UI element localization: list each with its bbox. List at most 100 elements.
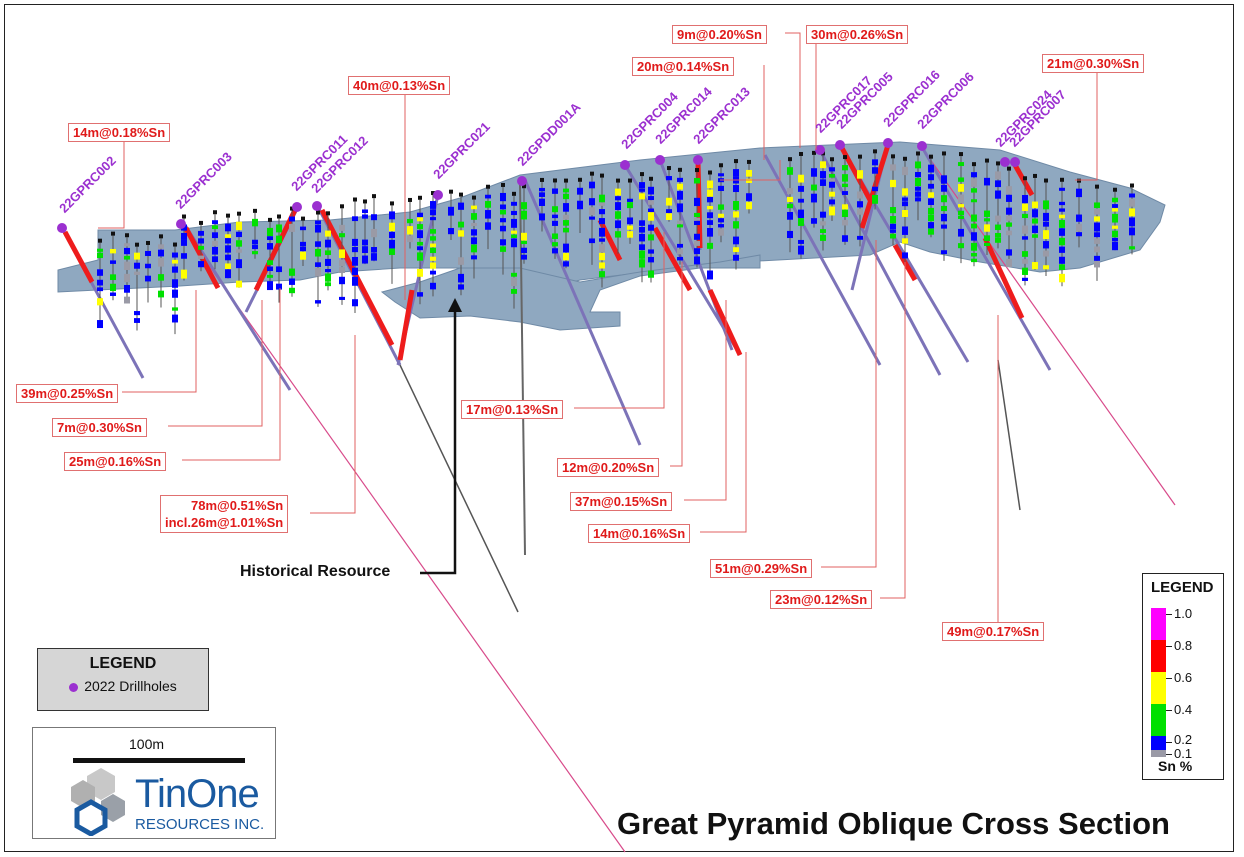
assay-interval xyxy=(902,166,908,176)
intercept-segment xyxy=(62,230,95,284)
assay-interval xyxy=(787,196,793,203)
leader-line xyxy=(785,32,801,148)
assay-interval xyxy=(902,210,908,217)
assay-interval xyxy=(315,300,321,304)
assay-interval xyxy=(1032,218,1038,224)
assay-interval xyxy=(289,287,295,294)
assay-interval xyxy=(458,257,464,265)
assay-interval xyxy=(639,250,645,259)
collar-marker xyxy=(1095,184,1099,189)
leader-line xyxy=(574,232,665,409)
assay-interval xyxy=(1112,230,1118,238)
assay-interval xyxy=(694,248,700,255)
assay-interval xyxy=(417,217,423,222)
assay-interval xyxy=(1059,208,1065,212)
assay-interval xyxy=(458,273,464,283)
assay-interval xyxy=(430,209,436,216)
assay-interval xyxy=(471,222,477,227)
assay-interval xyxy=(134,318,140,323)
drillhole-collar xyxy=(176,219,186,229)
assay-interval xyxy=(857,170,863,179)
intercept-segment xyxy=(597,218,623,262)
assay-interval xyxy=(158,249,164,257)
assay-interval xyxy=(1129,193,1135,198)
assay-interval xyxy=(1094,216,1100,222)
drillhole-collar xyxy=(517,176,527,186)
assay-interval xyxy=(733,185,739,193)
collar-marker xyxy=(390,201,394,206)
assay-interval xyxy=(1094,222,1100,232)
assay-interval xyxy=(267,274,273,278)
assay-interval xyxy=(563,227,569,233)
leader-line xyxy=(168,300,263,427)
assay-interval xyxy=(1129,198,1135,207)
assay-interval xyxy=(563,243,569,253)
collar-marker xyxy=(159,234,163,239)
assay-interval xyxy=(798,218,804,226)
assay-interval xyxy=(563,214,569,220)
collar-marker xyxy=(326,211,330,216)
drillhole-collar xyxy=(312,201,322,211)
assay-interval xyxy=(430,236,436,241)
assay-interval xyxy=(110,283,116,292)
collar-marker xyxy=(996,161,1000,166)
assay-interval xyxy=(267,281,273,291)
assay-interval xyxy=(842,209,848,218)
assay-interval xyxy=(1129,246,1135,250)
assay-interval xyxy=(707,212,713,219)
collar-marker xyxy=(340,204,344,209)
assay-interval xyxy=(694,178,700,184)
assay-interval xyxy=(1059,214,1065,219)
assay-interval xyxy=(521,254,527,260)
assay-interval xyxy=(872,159,878,166)
assay-interval xyxy=(1076,214,1082,222)
hexagon-logo-icon xyxy=(71,768,125,836)
collar-marker xyxy=(1033,173,1037,178)
assay-interval xyxy=(829,199,835,205)
assay-interval xyxy=(958,210,964,216)
assay-interval xyxy=(829,206,835,216)
assay-interval xyxy=(485,210,491,219)
drillhole-collar xyxy=(693,155,703,165)
assay-interval xyxy=(941,184,947,192)
assay-interval xyxy=(145,250,151,257)
assay-interval xyxy=(1059,256,1065,264)
assay-interval xyxy=(471,255,477,260)
assay-interval xyxy=(733,200,739,210)
collar-marker xyxy=(640,172,644,177)
grade-tick-label: 0.4 xyxy=(1174,702,1193,717)
collar-marker xyxy=(873,149,877,154)
assay-interval xyxy=(707,270,713,280)
assay-interval xyxy=(198,230,204,236)
leader-line xyxy=(720,160,781,181)
assay-interval xyxy=(958,243,964,249)
collar-marker xyxy=(98,238,102,243)
assay-interval xyxy=(615,196,621,201)
collar-marker xyxy=(226,213,230,218)
intercept-label: 30m@0.26%Sn xyxy=(806,25,909,44)
assay-interval xyxy=(417,212,423,218)
assay-interval xyxy=(589,198,595,206)
drillhole-collar xyxy=(1010,157,1020,167)
assay-interval xyxy=(1059,237,1065,246)
assay-interval xyxy=(820,234,826,241)
assay-interval xyxy=(198,238,204,244)
assay-interval xyxy=(707,180,713,189)
assay-interval xyxy=(371,253,377,261)
assay-interval xyxy=(289,223,295,232)
assay-interval xyxy=(707,189,713,197)
assay-interval xyxy=(928,183,934,189)
intercept-label: 17m@0.13%Sn xyxy=(461,400,564,419)
collar-marker xyxy=(540,177,544,182)
intercept-label: 37m@0.15%Sn xyxy=(570,492,673,511)
assay-interval xyxy=(648,208,654,213)
collar-marker xyxy=(891,154,895,159)
assay-interval xyxy=(97,269,103,276)
assay-interval xyxy=(430,201,436,209)
assay-interval xyxy=(707,206,713,210)
collar-marker xyxy=(486,184,490,189)
collar-marker xyxy=(678,167,682,172)
scale-bar xyxy=(73,758,245,763)
assay-interval xyxy=(842,174,848,182)
assay-interval xyxy=(500,218,506,223)
